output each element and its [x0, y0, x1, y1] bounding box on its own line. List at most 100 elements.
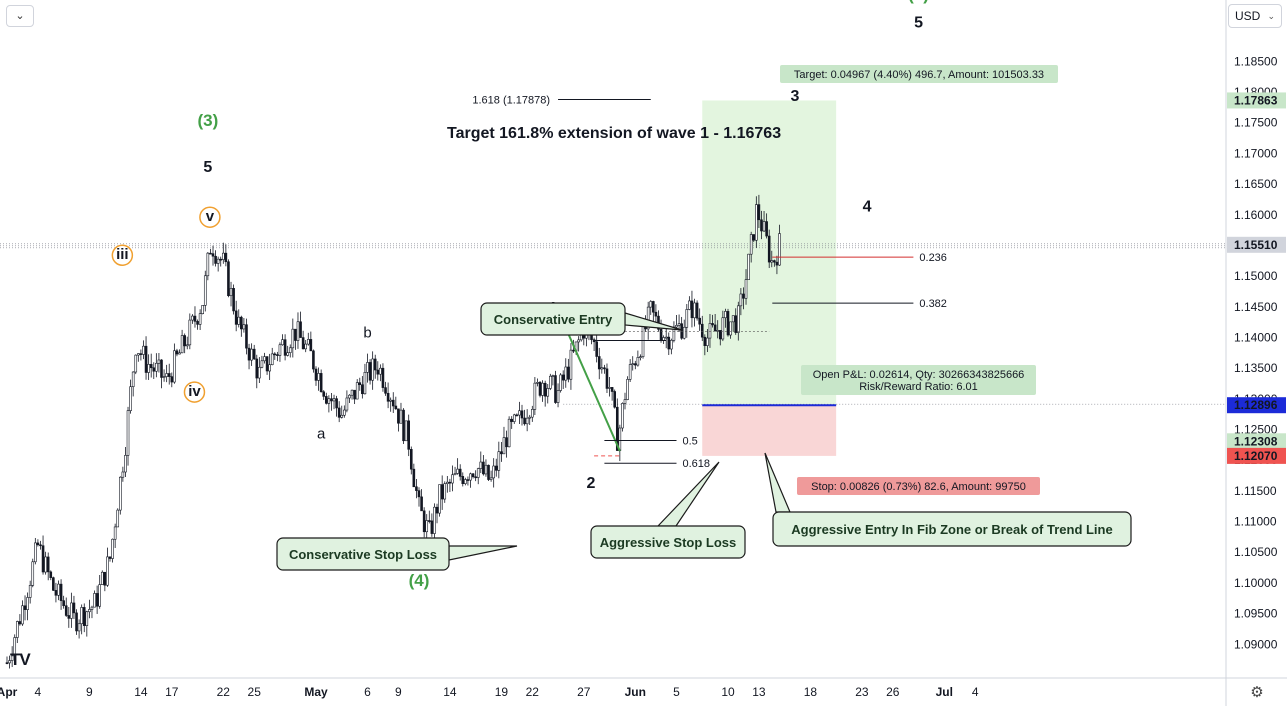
candle-body: [507, 418, 511, 448]
candle-body: [685, 309, 689, 328]
candle-body: [533, 382, 537, 410]
candle-body: [394, 405, 398, 410]
candle-body: [615, 406, 619, 451]
candle-body: [49, 571, 53, 578]
candle-body: [711, 323, 714, 326]
candle-body: [610, 387, 614, 392]
candle-body: [567, 366, 570, 380]
candle-body: [294, 328, 297, 341]
y-tick-label: 1.14000: [1234, 330, 1278, 344]
collapse-button[interactable]: ⌄: [6, 5, 34, 27]
candle-body: [700, 323, 704, 338]
callout-box: [480, 302, 626, 336]
candle-body: [54, 590, 58, 596]
x-tick-label: Jun: [625, 685, 646, 699]
candle-body: [363, 372, 367, 395]
candle-body: [144, 345, 148, 373]
candle-body: [386, 392, 390, 402]
candle-body: [88, 609, 91, 613]
candle-body: [121, 471, 125, 478]
candle-body: [147, 364, 150, 373]
wave-label: (3): [197, 111, 218, 130]
candle-body: [713, 324, 717, 332]
candle-body: [173, 350, 176, 383]
candle-body: [641, 322, 645, 357]
candle-body: [337, 407, 341, 418]
candle-body: [165, 373, 168, 377]
candle-body: [631, 363, 635, 365]
y-tick-label: 1.17000: [1234, 146, 1278, 160]
candle-body: [90, 606, 94, 610]
pnl-label-box: [801, 365, 1036, 395]
candle-body: [440, 484, 444, 500]
currency-button[interactable]: USD ⌄: [1228, 4, 1282, 28]
candle-body: [232, 288, 235, 312]
y-tick-label: 1.10000: [1234, 576, 1278, 590]
candle-body: [690, 300, 694, 319]
candle-body: [742, 293, 745, 299]
settings-button[interactable]: ⚙: [1246, 683, 1268, 703]
candle-body: [608, 387, 611, 389]
price-badge: [1227, 92, 1286, 109]
candle-body: [134, 354, 138, 373]
x-tick-label: Jul: [936, 685, 953, 699]
candle-body: [149, 364, 153, 369]
callout-label: Conservative Entry: [494, 312, 613, 327]
callout-pointer: [656, 461, 720, 527]
candle-body: [729, 321, 732, 336]
candle-body: [541, 382, 544, 396]
candle-body: [561, 374, 565, 381]
candle-body: [652, 301, 655, 313]
wave-label: a: [317, 426, 326, 443]
x-tick-label: 23: [855, 685, 869, 699]
candle-body: [64, 605, 68, 616]
candle-body: [384, 387, 387, 394]
candle-body: [649, 301, 653, 308]
candle-body: [373, 358, 377, 371]
candle-body: [572, 349, 575, 352]
wave-circle: [183, 381, 206, 403]
gear-icon: ⚙: [1250, 684, 1264, 701]
x-tick-label: 6: [364, 685, 371, 699]
candle-body: [270, 353, 274, 366]
price-badge-label: 1.12896: [1234, 398, 1278, 412]
candle-body: [752, 234, 756, 241]
candle-body: [252, 348, 256, 360]
price-badge: [1227, 447, 1286, 464]
y-tick-label: 1.16500: [1234, 177, 1278, 191]
candle-body: [5, 662, 9, 664]
candle-body: [636, 357, 640, 366]
x-tick-label: 5: [673, 685, 680, 699]
candle-body: [309, 339, 313, 352]
candle-body: [224, 252, 228, 263]
candle-body: [335, 398, 338, 409]
candle-body: [131, 371, 135, 387]
candle-body: [595, 341, 598, 357]
candle-body: [283, 339, 287, 356]
candle-body: [422, 510, 426, 533]
candle-body: [731, 315, 735, 323]
candle-body: [160, 359, 163, 378]
wave-label: 4: [863, 199, 872, 216]
candle-body: [682, 326, 686, 339]
candle-body: [170, 376, 174, 383]
candle-body: [569, 349, 573, 380]
candle-body: [183, 335, 186, 347]
candle-body: [747, 253, 750, 280]
candle-body: [129, 386, 132, 411]
candle-body: [466, 479, 470, 481]
candle-body: [234, 310, 238, 325]
tradingview-logo: TV: [10, 650, 31, 669]
candle-body: [407, 420, 411, 450]
candle-body: [433, 506, 436, 534]
candle-body: [152, 367, 156, 372]
candle-body: [762, 221, 766, 232]
price-axis-panel: [1226, 0, 1287, 706]
candle-body: [124, 455, 127, 473]
candle-body: [8, 660, 11, 664]
candle-body: [435, 506, 439, 514]
candle-body: [755, 204, 758, 241]
candle-body: [654, 311, 658, 317]
